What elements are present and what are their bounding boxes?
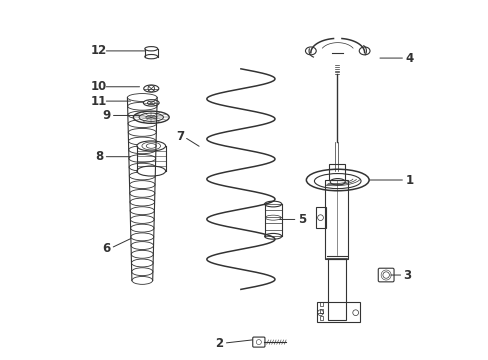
Bar [328,164,344,180]
Ellipse shape [129,181,155,189]
Text: 8: 8 [95,150,103,163]
Bar [319,309,323,313]
Ellipse shape [143,100,159,106]
Ellipse shape [128,137,156,145]
Ellipse shape [130,198,154,206]
Ellipse shape [129,163,155,171]
Bar [327,259,345,320]
Text: 10: 10 [91,80,107,93]
Ellipse shape [127,94,157,102]
Text: 9: 9 [102,109,110,122]
Ellipse shape [129,172,155,180]
Ellipse shape [131,233,153,241]
Ellipse shape [143,85,159,92]
Ellipse shape [146,144,156,148]
Bar [324,180,348,259]
Ellipse shape [314,174,360,189]
Ellipse shape [129,189,155,197]
Bar [315,207,325,228]
Ellipse shape [359,47,369,55]
Bar [316,302,359,321]
Text: 7: 7 [176,130,183,144]
Ellipse shape [128,129,156,136]
Ellipse shape [131,259,153,267]
Bar [319,316,323,320]
Ellipse shape [130,207,154,215]
Ellipse shape [306,169,368,191]
Ellipse shape [128,120,156,127]
Ellipse shape [144,54,158,59]
Text: 6: 6 [102,242,110,255]
Ellipse shape [127,111,157,119]
Text: 1: 1 [405,174,413,186]
Ellipse shape [305,47,316,55]
Ellipse shape [127,102,157,110]
Ellipse shape [133,111,169,123]
Ellipse shape [264,233,281,239]
Text: 3: 3 [403,269,411,282]
Bar [319,302,323,306]
Text: 12: 12 [91,44,107,57]
Ellipse shape [132,276,152,284]
Ellipse shape [142,142,160,150]
Ellipse shape [265,215,281,220]
Ellipse shape [129,154,155,162]
Ellipse shape [139,113,163,121]
Circle shape [148,85,154,92]
Ellipse shape [137,166,165,176]
Ellipse shape [130,224,154,232]
Ellipse shape [145,116,156,119]
Ellipse shape [131,268,153,276]
Text: 5: 5 [297,213,305,226]
Ellipse shape [329,179,345,185]
Text: 4: 4 [405,51,413,64]
Text: 11: 11 [91,95,107,108]
Ellipse shape [128,146,156,154]
Ellipse shape [264,201,281,207]
Text: 2: 2 [215,337,223,350]
Ellipse shape [131,242,153,249]
Ellipse shape [144,46,158,51]
Ellipse shape [130,216,154,224]
Ellipse shape [147,101,155,104]
Ellipse shape [131,250,153,258]
Ellipse shape [137,141,165,151]
